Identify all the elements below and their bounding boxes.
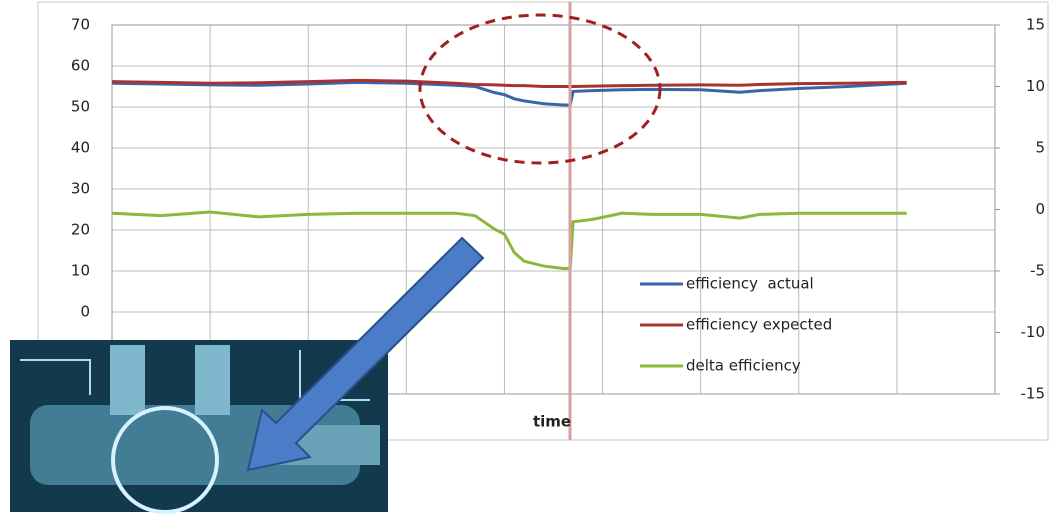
legend-label: efficiency actual [686, 275, 814, 293]
page: {"chart_data": {"type": "line", "xlabel"… [0, 0, 1052, 520]
y2-tick-label: 5 [1035, 139, 1045, 157]
y2-tick-label: 15 [1026, 16, 1045, 34]
y2-tick-label: -15 [1021, 385, 1046, 403]
machine-image [10, 340, 388, 512]
y2-tick-label: 0 [1035, 200, 1045, 218]
y-tick-label: 20 [71, 221, 90, 239]
y-tick-label: 40 [71, 139, 90, 157]
y-tick-label: 0 [80, 303, 90, 321]
y-tick-label: 50 [71, 98, 90, 116]
legend-label: efficiency expected [686, 316, 832, 334]
pipe [110, 345, 145, 415]
y-tick-label: 30 [71, 180, 90, 198]
y-tick-label: 70 [71, 16, 90, 34]
y2-tick-label: -5 [1030, 262, 1045, 280]
y-tick-label: 60 [71, 57, 90, 75]
y-tick-label: 10 [71, 262, 90, 280]
legend-label: delta efficiency [686, 357, 801, 375]
x-axis-label: time [533, 413, 571, 431]
chart: 010203040506070151050-5-10-15 time effic… [0, 0, 1052, 520]
y2-tick-label: -10 [1021, 323, 1046, 341]
y2-tick-label: 10 [1026, 77, 1045, 95]
pipe [195, 345, 230, 415]
